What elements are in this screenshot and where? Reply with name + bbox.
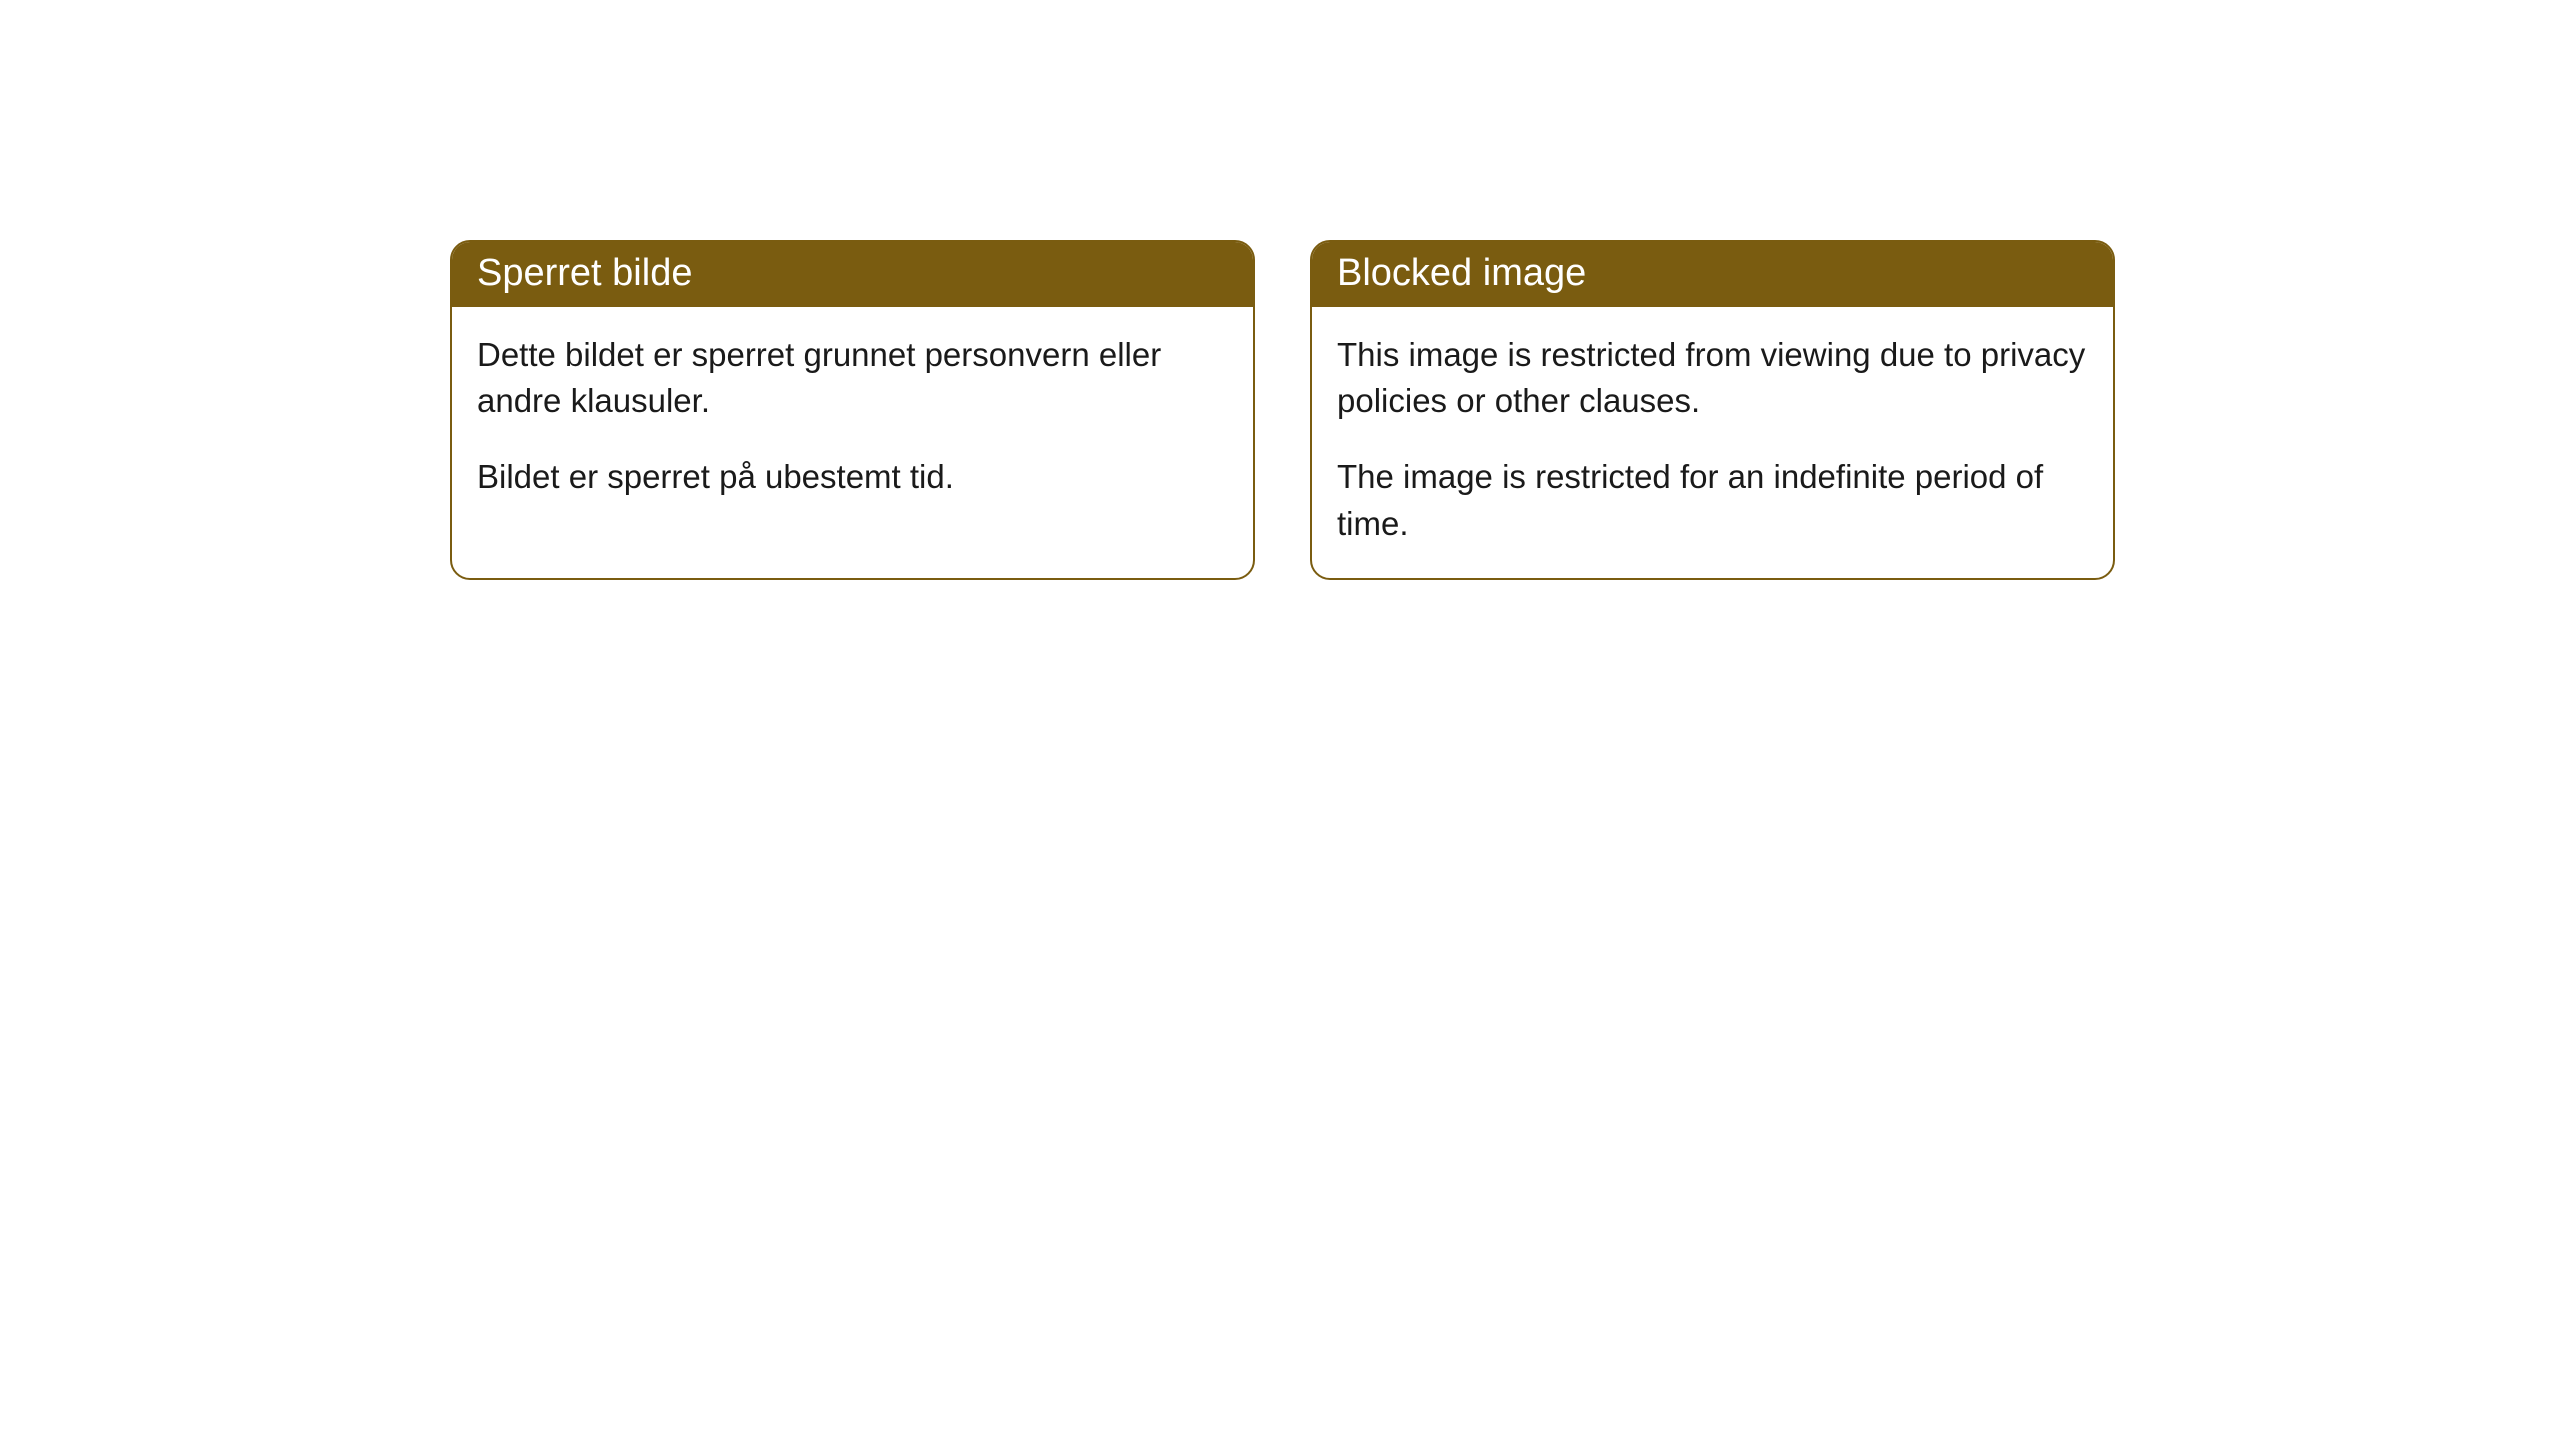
blocked-image-card-english: Blocked image This image is restricted f… xyxy=(1310,240,2115,580)
cards-container: Sperret bilde Dette bildet er sperret gr… xyxy=(450,240,2560,580)
card-paragraph: Bildet er sperret på ubestemt tid. xyxy=(477,454,1228,500)
card-title: Sperret bilde xyxy=(477,252,692,294)
blocked-image-card-norwegian: Sperret bilde Dette bildet er sperret gr… xyxy=(450,240,1255,580)
card-paragraph: The image is restricted for an indefinit… xyxy=(1337,454,2088,546)
card-paragraph: Dette bildet er sperret grunnet personve… xyxy=(477,332,1228,424)
card-title: Blocked image xyxy=(1337,252,1586,294)
card-paragraph: This image is restricted from viewing du… xyxy=(1337,332,2088,424)
card-header: Blocked image xyxy=(1312,242,2113,307)
card-body: This image is restricted from viewing du… xyxy=(1312,307,2113,580)
card-body: Dette bildet er sperret grunnet personve… xyxy=(452,307,1253,536)
card-header: Sperret bilde xyxy=(452,242,1253,307)
